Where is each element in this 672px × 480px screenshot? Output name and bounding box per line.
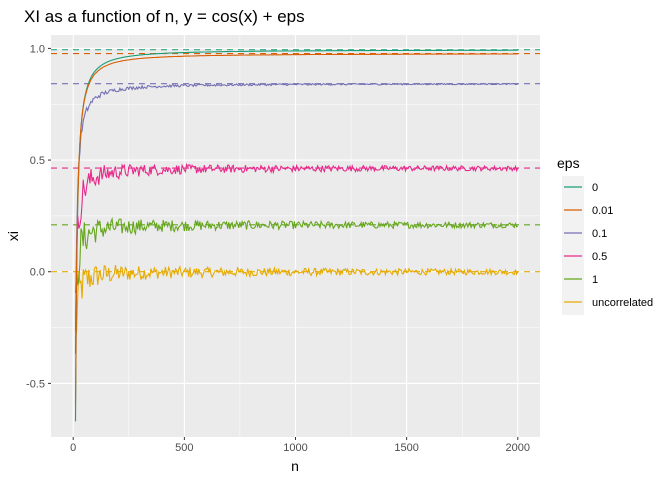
series-line-1: [74, 216, 519, 294]
x-tick-label: 1500: [394, 442, 418, 454]
series-line-0.1: [74, 82, 518, 331]
legend-label: 0.1: [592, 228, 607, 240]
legend-label: 1: [592, 274, 598, 286]
chart-title: XI as a function of n, y = cos(x) + eps: [24, 7, 305, 26]
series-line-0.01: [74, 53, 518, 406]
x-tick-label: 2000: [506, 442, 530, 454]
y-tick-label: 0.0: [30, 267, 45, 279]
x-tick-label: 1000: [283, 442, 307, 454]
y-tick-label: 0.5: [30, 155, 45, 167]
y-axis-label: xi: [5, 231, 21, 241]
axes: 0 500 1000 1500 2000 -0.5 0.0 0.5 1.0: [26, 43, 530, 454]
x-tick-label: 500: [175, 442, 193, 454]
x-axis-label: n: [291, 458, 299, 474]
legend-title: eps: [557, 155, 580, 171]
legend-label: 0: [592, 182, 598, 194]
series-line-0.5: [74, 162, 519, 354]
series-line-uncorrelated: [74, 264, 519, 338]
series-lines: [74, 49, 519, 422]
legend-key-background: [562, 176, 584, 315]
legend-label: 0.5: [592, 251, 607, 263]
x-tick-label: 0: [70, 442, 76, 454]
legend-label: 0.01: [592, 205, 613, 217]
series-line-0: [74, 49, 518, 422]
y-tick-label: -0.5: [26, 378, 45, 390]
legend: eps 0 0.01 0.1 0.5 1 uncorrelated: [557, 155, 653, 315]
y-tick-label: 1.0: [30, 43, 45, 55]
legend-label: uncorrelated: [592, 297, 653, 309]
